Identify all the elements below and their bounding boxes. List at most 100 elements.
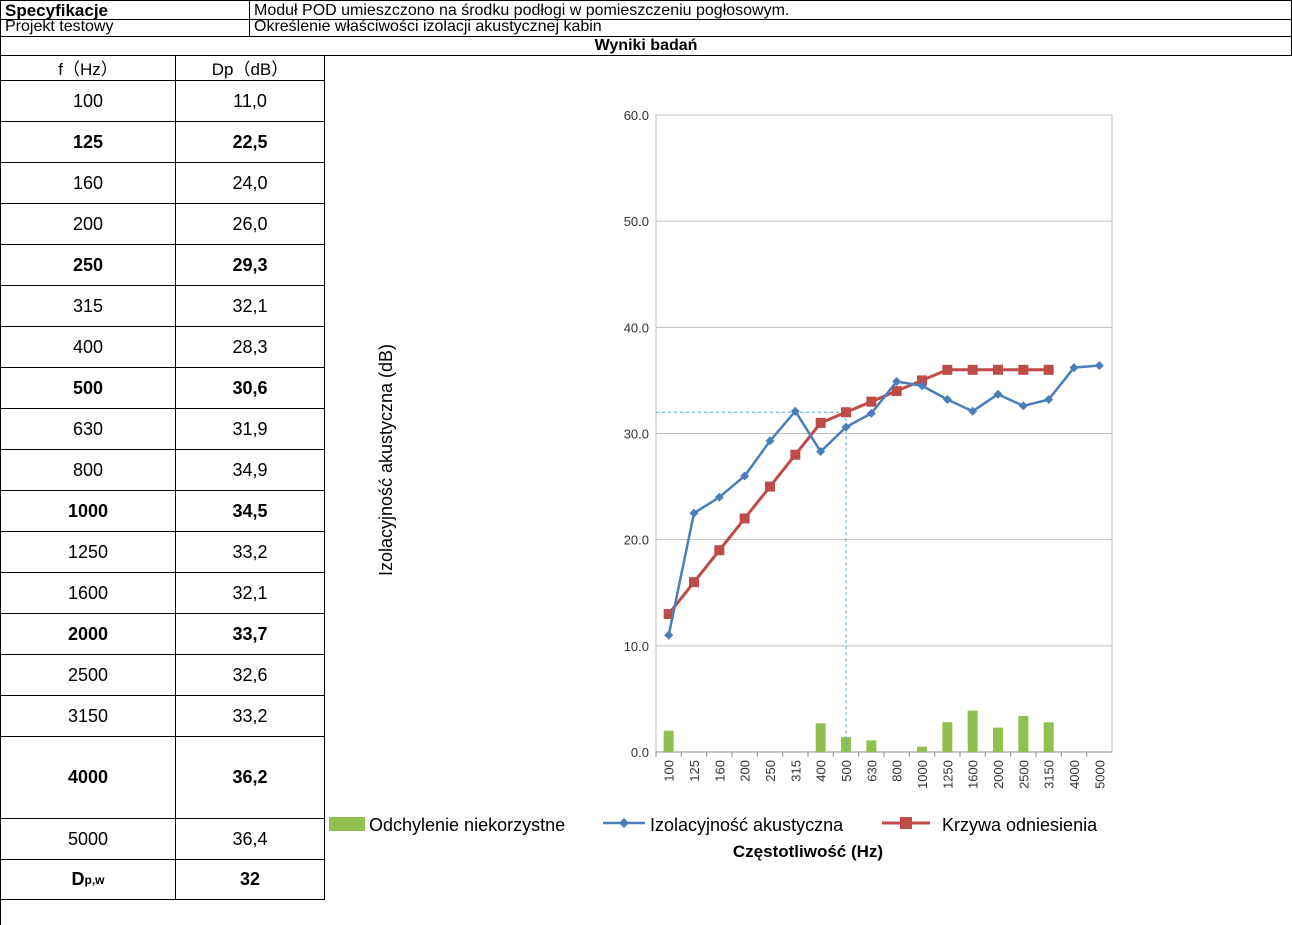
table-row-dp: 29,3 xyxy=(176,245,325,286)
dpw-label: D xyxy=(71,869,85,889)
legend-marker-izolacyjnosc xyxy=(619,818,629,828)
y-axis-label: Izolacyjność akustyczna (dB) xyxy=(376,344,396,576)
legend-swatch-odchylenie xyxy=(329,817,365,831)
bar-odchylenie xyxy=(1018,715,1029,752)
marker-izolacyjnosc xyxy=(664,630,674,640)
table-row-f: 500 xyxy=(1,368,176,409)
marker-izolacyjnosc xyxy=(942,395,952,405)
marker-izolacyjnosc xyxy=(968,406,978,416)
table-row-dp: 34,5 xyxy=(176,491,325,532)
table-row-dp: 24,0 xyxy=(176,163,325,204)
bar-odchylenie xyxy=(993,727,1003,752)
bar-odchylenie xyxy=(1043,722,1054,752)
x-tick-label: 160 xyxy=(712,760,727,782)
bar-odchylenie xyxy=(967,710,978,752)
y-tick-label: 20.0 xyxy=(624,533,649,548)
table-row-dp: 33,2 xyxy=(176,532,325,573)
x-tick-label: 100 xyxy=(662,760,677,782)
marker-krzywa-odniesienia xyxy=(967,364,978,375)
table-row-f: 1000 xyxy=(1,491,176,532)
marker-krzywa-odniesienia xyxy=(866,396,877,407)
x-tick-label: 1600 xyxy=(966,760,981,789)
table-row-f: 800 xyxy=(1,450,176,491)
y-tick-label: 10.0 xyxy=(624,639,649,654)
x-tick-label: 2500 xyxy=(1016,760,1031,789)
x-tick-label: 1250 xyxy=(940,760,955,789)
table-row-f: 1600 xyxy=(1,573,176,614)
x-tick-label: 200 xyxy=(738,760,753,782)
line-krzywa-odniesienia xyxy=(667,368,1049,615)
results-table: f（Hz） Dp（dB） 100 11,0 125 22,5 160 24,0 200 26,0 2… xyxy=(0,55,325,925)
legend-label-krzywa: Krzywa odniesienia xyxy=(942,815,1098,835)
marker-izolacyjnosc xyxy=(689,508,699,518)
table-row-dp: 36,2 xyxy=(176,737,325,819)
legend-label-odchylenie: Odchylenie niekorzystne xyxy=(369,815,565,835)
marker-izolacyjnosc xyxy=(1094,361,1104,371)
table-header-dp: Dp（dB） xyxy=(176,55,325,81)
table-row-dp: 22,5 xyxy=(176,122,325,163)
marker-izolacyjnosc xyxy=(740,471,750,481)
table-row-f: 250 xyxy=(1,245,176,286)
marker-izolacyjnosc xyxy=(1018,401,1028,411)
marker-izolacyjnosc xyxy=(841,422,851,432)
marker-krzywa-odniesienia xyxy=(689,577,699,588)
marker-krzywa-odniesienia xyxy=(942,364,953,375)
marker-krzywa-odniesienia xyxy=(917,375,927,386)
marker-krzywa-odniesienia xyxy=(1043,364,1054,375)
y-tick-label: 0.0 xyxy=(631,745,649,760)
table-row-f: 630 xyxy=(1,409,176,450)
legend-label-izolacyjnosc: Izolacyjność akustyczna xyxy=(650,815,844,835)
table-row-dp: 32,1 xyxy=(176,286,325,327)
project-label: Projekt testowy xyxy=(5,18,114,35)
y-tick-label: 30.0 xyxy=(624,427,649,442)
x-tick-label: 125 xyxy=(687,760,702,782)
bar-odchylenie xyxy=(866,740,877,752)
x-axis-label: Częstotliwość (Hz) xyxy=(733,842,883,861)
project-value: Określenie właściwości izolacji akustycz… xyxy=(254,18,602,35)
x-tick-label: 500 xyxy=(839,760,854,782)
x-tick-label: 630 xyxy=(864,760,879,782)
x-tick-label: 3150 xyxy=(1042,760,1057,789)
table-row-dp: 28,3 xyxy=(176,327,325,368)
table-row-f: 3150 xyxy=(1,696,176,737)
marker-krzywa-odniesienia xyxy=(841,407,851,418)
x-tick-label: 4000 xyxy=(1067,760,1082,789)
marker-izolacyjnosc xyxy=(917,381,927,391)
results-title: Wyniki badań xyxy=(594,37,698,54)
dpw-row-dp: 32 xyxy=(176,860,325,900)
legend-marker-krzywa xyxy=(900,817,912,829)
marker-krzywa-odniesienia xyxy=(1018,364,1029,375)
marker-izolacyjnosc xyxy=(866,408,876,418)
y-tick-label: 60.0 xyxy=(624,108,649,123)
table-row-f: 4000 xyxy=(1,737,176,819)
table-row-f: 315 xyxy=(1,286,176,327)
marker-izolacyjnosc xyxy=(816,447,826,457)
table-row-f: 200 xyxy=(1,204,176,245)
marker-krzywa-odniesienia xyxy=(765,481,775,492)
marker-krzywa-odniesienia xyxy=(891,386,902,397)
bar-odchylenie xyxy=(942,722,953,752)
marker-krzywa-odniesienia xyxy=(790,449,801,460)
marker-krzywa-odniesienia xyxy=(993,364,1003,375)
table-row-f: 1250 xyxy=(1,532,176,573)
marker-krzywa-odniesienia xyxy=(815,417,826,428)
spec-label: Specyfikacje xyxy=(5,1,109,20)
table-row-dp: 26,0 xyxy=(176,204,325,245)
x-tick-label: 2000 xyxy=(991,760,1006,789)
table-row-dp: 31,9 xyxy=(176,409,325,450)
table-row-f: 5000 xyxy=(1,819,176,860)
line-izolacyjnosc xyxy=(667,364,1100,636)
table-row-dp: 33,2 xyxy=(176,696,325,737)
dpw-label-sub: p,w xyxy=(84,872,105,887)
marker-izolacyjnosc xyxy=(993,389,1003,399)
marker-izolacyjnosc xyxy=(1044,395,1054,405)
y-tick-label: 50.0 xyxy=(624,214,649,229)
marker-krzywa-odniesienia xyxy=(663,608,674,619)
table-row-f: 2500 xyxy=(1,655,176,696)
table-row-f: 125 xyxy=(1,122,176,163)
x-tick-label: 800 xyxy=(890,760,905,782)
marker-izolacyjnosc xyxy=(790,406,800,416)
table-row-dp: 11,0 xyxy=(176,81,325,122)
